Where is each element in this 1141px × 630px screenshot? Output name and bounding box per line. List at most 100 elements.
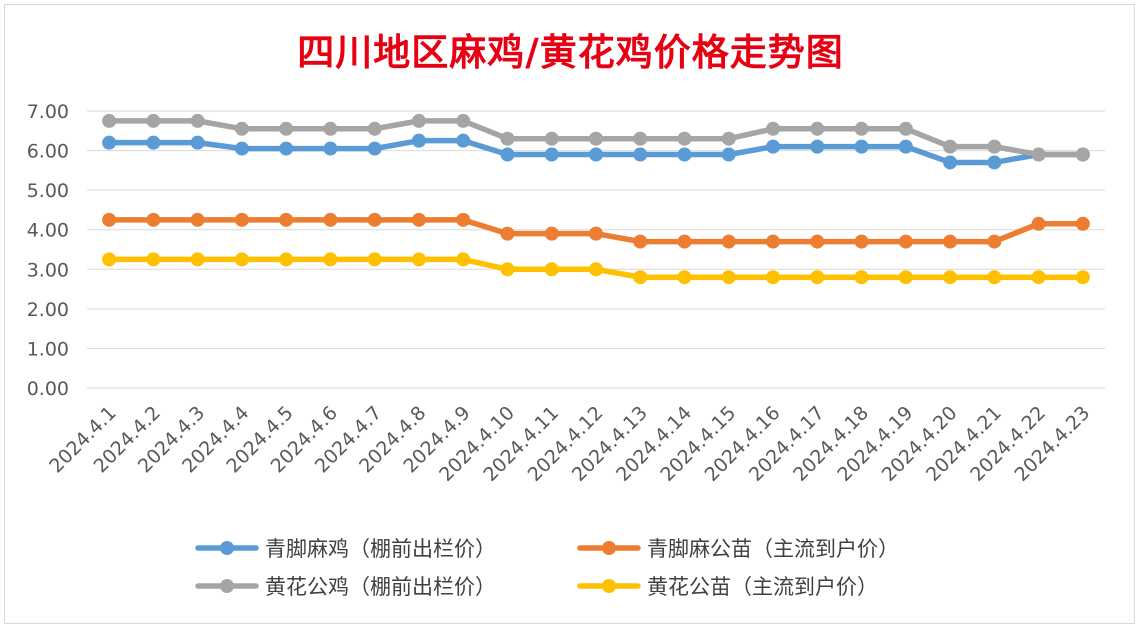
data-point <box>411 113 426 128</box>
data-point <box>190 113 205 128</box>
data-point <box>633 131 648 146</box>
data-point <box>102 135 117 150</box>
legend-swatch-marker <box>602 541 616 555</box>
data-point <box>411 212 426 227</box>
legend-swatch-marker <box>220 579 234 593</box>
legend-item: 青脚麻鸡（棚前出栏价） <box>195 537 496 561</box>
data-point <box>279 252 294 267</box>
y-axis-ticks: 0.00 1.00 2.00 3.00 4.00 5.00 6.00 7.00 <box>27 101 69 400</box>
data-point <box>898 270 913 285</box>
data-point <box>987 234 1002 249</box>
data-point <box>589 131 603 146</box>
data-point <box>766 234 781 249</box>
data-point <box>1075 270 1090 285</box>
data-point <box>102 113 117 128</box>
data-point <box>943 234 958 249</box>
data-point <box>898 121 913 136</box>
data-point <box>677 234 692 249</box>
data-point <box>854 121 869 136</box>
series-2 <box>102 212 1090 249</box>
data-point <box>766 139 781 154</box>
data-point <box>367 252 382 267</box>
legend: 青脚麻鸡（棚前出栏价） 青脚麻公苗（主流到户价） 黄花公鸡（棚前出栏价） 黄花公苗（主… <box>195 537 899 599</box>
data-point <box>456 113 471 128</box>
data-point <box>234 252 249 267</box>
data-point <box>589 147 603 162</box>
legend-label: 青脚麻鸡（棚前出栏价） <box>265 537 496 561</box>
x-axis-ticks: 2024.4.12024.4.22024.4.32024.4.42024.4.5… <box>45 402 1094 486</box>
data-point <box>323 212 338 227</box>
data-point <box>411 133 426 148</box>
data-point <box>1031 147 1046 162</box>
data-point <box>721 234 736 249</box>
data-point <box>234 121 249 136</box>
series-4 <box>102 252 1090 285</box>
data-point <box>898 234 913 249</box>
legend-label: 黄花公鸡（棚前出栏价） <box>265 575 496 599</box>
data-point <box>589 262 603 277</box>
data-point <box>146 113 161 128</box>
legend-item: 青脚麻公苗（主流到户价） <box>577 537 899 561</box>
y-tick-label: 5.00 <box>27 180 69 202</box>
data-point <box>854 139 869 154</box>
data-point <box>677 131 692 146</box>
series-3 <box>102 113 1090 162</box>
y-tick-label: 4.00 <box>27 220 69 242</box>
data-point <box>500 131 515 146</box>
data-point <box>323 141 338 156</box>
chart-frame <box>4 4 1135 624</box>
data-point <box>943 270 958 285</box>
data-point <box>367 141 382 156</box>
y-tick-label: 3.00 <box>27 259 69 281</box>
data-point <box>146 135 161 150</box>
data-point <box>766 270 781 285</box>
data-point <box>721 131 736 146</box>
data-point <box>943 155 958 170</box>
chart-title: 四川地区麻鸡/黄花鸡价格走势图 <box>297 30 844 74</box>
data-point <box>323 121 338 136</box>
data-point <box>1031 270 1046 285</box>
data-point <box>456 133 471 148</box>
data-point <box>677 270 692 285</box>
data-point <box>633 147 648 162</box>
data-point <box>1031 216 1046 231</box>
data-point <box>544 262 559 277</box>
data-point <box>810 121 825 136</box>
y-tick-label: 6.00 <box>27 141 69 163</box>
data-point <box>190 135 205 150</box>
data-point <box>810 234 825 249</box>
data-point <box>721 147 736 162</box>
data-point <box>898 139 913 154</box>
data-point <box>190 212 205 227</box>
data-point <box>810 139 825 154</box>
data-point <box>234 212 249 227</box>
data-point <box>279 212 294 227</box>
data-point <box>854 234 869 249</box>
legend-swatch-marker <box>220 541 234 555</box>
data-point <box>500 147 515 162</box>
data-point <box>633 270 648 285</box>
data-point <box>810 270 825 285</box>
y-tick-label: 7.00 <box>27 101 69 123</box>
data-point <box>102 252 117 267</box>
data-point <box>766 121 781 136</box>
data-point <box>279 121 294 136</box>
data-point <box>987 139 1002 154</box>
data-point <box>279 141 294 156</box>
data-point <box>146 252 161 267</box>
data-point <box>1075 216 1090 231</box>
y-tick-label: 0.00 <box>27 378 69 400</box>
data-point <box>456 212 471 227</box>
data-point <box>544 131 559 146</box>
legend-swatch-marker <box>602 579 616 593</box>
data-point <box>323 252 338 267</box>
data-point <box>500 262 515 277</box>
data-point <box>500 226 515 241</box>
data-point <box>411 252 426 267</box>
legend-item: 黄花公鸡（棚前出栏价） <box>195 575 496 599</box>
data-point <box>677 147 692 162</box>
data-point <box>633 234 648 249</box>
data-point <box>367 212 382 227</box>
data-point <box>987 155 1002 170</box>
